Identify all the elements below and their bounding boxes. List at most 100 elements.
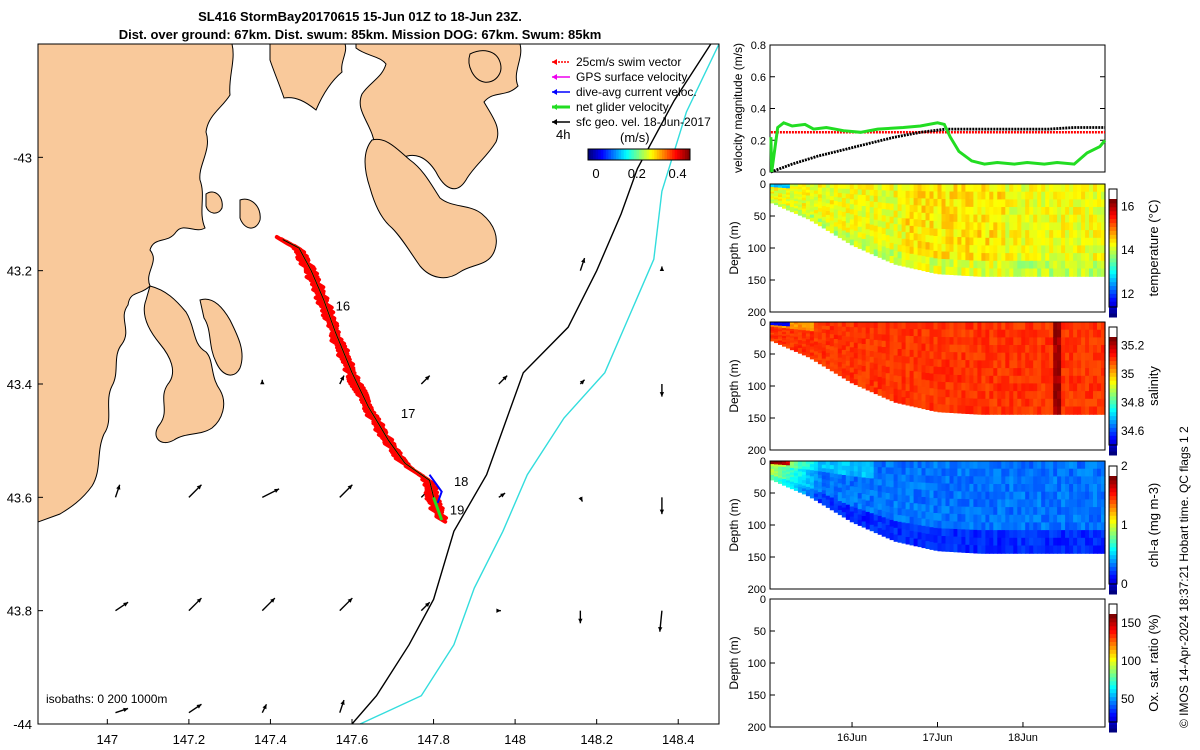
temperature-cell	[813, 184, 819, 188]
salinity-cell	[901, 369, 907, 378]
salinity-colorbar-swatch	[1109, 337, 1117, 342]
temperature-cell	[913, 184, 919, 192]
chla-cell	[913, 503, 919, 511]
temperature-cell	[1021, 245, 1026, 254]
temperature-colorbar-frame	[1108, 188, 1118, 308]
chla-cell	[921, 533, 927, 541]
salinity-cell	[825, 345, 831, 350]
colorbar-prefix-label: 4h	[556, 127, 570, 142]
chla-cell	[1093, 468, 1098, 477]
chla-cell	[965, 461, 970, 470]
land-mass-3	[269, 44, 347, 111]
salinity-cell	[1029, 329, 1034, 338]
salinity-cell	[821, 344, 827, 349]
salinity-cell	[885, 347, 891, 355]
chla-cell	[901, 529, 907, 537]
chla-cell	[1037, 507, 1042, 516]
chla-cell	[889, 513, 895, 521]
salinity-cell	[778, 333, 783, 336]
salinity-colorbar-swatch	[1109, 348, 1117, 354]
temperature-cell	[1089, 245, 1094, 254]
temperature-cell	[1037, 191, 1042, 200]
chla-cell	[1061, 545, 1066, 554]
chla-cell	[837, 496, 843, 502]
colorbar-tick-label-1: 0.2	[628, 166, 646, 181]
temperature-cell	[961, 206, 966, 215]
temperature-cell	[921, 205, 927, 214]
salinity-cell	[778, 338, 783, 342]
temperature-cell	[945, 236, 951, 245]
salinity-cell	[925, 365, 931, 374]
chla-cell	[829, 501, 835, 507]
salinity-cell	[853, 353, 859, 359]
chla-cell	[1053, 468, 1058, 477]
temperature-cell	[881, 209, 887, 216]
chla-cell	[805, 466, 811, 471]
temperature-cell	[1033, 268, 1038, 277]
salinity-cell	[921, 401, 927, 410]
chla-cell	[969, 514, 974, 523]
chla-cell	[969, 468, 974, 477]
temperature-cell	[1029, 214, 1034, 223]
temperature-cell	[829, 192, 835, 197]
chla-cell	[989, 499, 994, 508]
salinity-cell	[865, 322, 871, 329]
temperature-cell	[1021, 184, 1026, 193]
temperature-cell	[1053, 222, 1058, 231]
temperature-cell	[1077, 230, 1082, 239]
salinity-cell	[889, 394, 895, 402]
chla-cell	[786, 484, 791, 488]
temperature-cell	[789, 204, 795, 208]
chla-cell	[997, 514, 1002, 524]
temperature-cell	[1097, 191, 1102, 200]
temperature-cell	[965, 206, 970, 215]
chla-cell	[1001, 514, 1006, 524]
salinity-cell	[797, 324, 803, 328]
chla-cell	[845, 495, 851, 501]
chla-cell	[1053, 461, 1058, 470]
chla-cell	[1081, 468, 1086, 477]
temperature-cell	[770, 198, 775, 201]
chla-cell	[1081, 530, 1086, 539]
salinity-cell	[977, 322, 982, 331]
chla-cell	[889, 461, 895, 469]
chla-cell	[929, 534, 935, 543]
salinity-cell	[933, 329, 939, 338]
temperature-cell	[782, 188, 787, 191]
salinity-cell	[797, 329, 803, 333]
temperature-cell	[817, 204, 823, 209]
salinity-cell	[1017, 352, 1022, 361]
chla-cell	[877, 528, 883, 535]
temperature-cell	[905, 260, 911, 268]
salinity-cell	[1001, 337, 1006, 346]
temperature-cell	[1073, 260, 1078, 270]
temperature-cell	[1065, 268, 1070, 277]
temperature-cell	[1009, 253, 1014, 262]
colorbar-swatch-8	[608, 149, 612, 160]
salinity-colorbar-swatch	[1109, 415, 1117, 421]
temperature-cell	[817, 184, 823, 189]
chla-cell	[1069, 530, 1074, 539]
temperature-cell	[778, 185, 783, 189]
temperature-cell	[945, 191, 951, 200]
temperature-cell	[1085, 253, 1090, 262]
temperature-cell	[973, 245, 978, 254]
chla-cell	[774, 476, 779, 479]
salinity-colorbar-tick-label-0: 34.6	[1121, 424, 1145, 438]
temperature-colorbar-swatch	[1109, 226, 1117, 231]
salinity-cell	[1061, 391, 1066, 400]
temperature-cell	[889, 216, 895, 224]
temperature-cell	[782, 200, 787, 203]
salinity-cell	[917, 393, 923, 401]
chla-cell	[993, 468, 998, 477]
temperature-cell	[1101, 260, 1106, 270]
temperature-cell	[869, 213, 875, 220]
temperature-cell	[1009, 199, 1014, 208]
temperature-cell	[1053, 245, 1058, 254]
chla-cell	[953, 536, 959, 545]
temperature-cell	[953, 214, 959, 223]
chla-cell	[805, 481, 811, 485]
chla-cell	[917, 518, 923, 526]
salinity-cell	[925, 394, 931, 403]
chla-cell	[873, 496, 879, 504]
